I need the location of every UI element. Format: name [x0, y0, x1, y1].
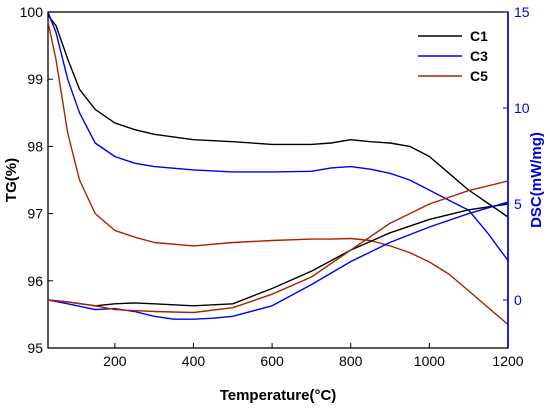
right-axis-title: DSC(mW/mg)	[528, 132, 545, 228]
left-tick-label: 99	[27, 71, 43, 87]
series-line-c5-tg	[47, 21, 509, 326]
left-axis-title: TG(%)	[3, 158, 20, 202]
series-line-c3-tg	[47, 11, 509, 262]
right-axis-ticks: 0 5 10 15	[503, 4, 530, 348]
x-tick-label: 1200	[492, 353, 523, 369]
series-line-c1-dsc	[47, 203, 509, 307]
right-tick-label: 0	[514, 292, 522, 308]
legend: C1 C3 C5	[418, 28, 488, 84]
left-tick-label: 95	[27, 340, 43, 356]
x-tick-label: 600	[260, 353, 284, 369]
x-tick-label: 400	[182, 353, 206, 369]
x-axis-title: Temperature(°C)	[220, 387, 337, 404]
left-axis-ticks: 95 96 97 98 99 100	[20, 4, 53, 356]
right-tick-label: 15	[514, 4, 530, 20]
x-axis-ticks: 200 400 600 800 1000 1200	[103, 343, 524, 369]
left-tick-label: 97	[27, 206, 43, 222]
series-line-c3-dsc	[47, 201, 509, 320]
legend-label-c5: C5	[470, 68, 488, 84]
series-line-c5-dsc	[47, 180, 509, 314]
series-line-c1-tg	[47, 14, 509, 218]
x-tick-label: 800	[339, 353, 363, 369]
x-tick-label: 200	[103, 353, 127, 369]
right-tick-label: 10	[514, 100, 530, 116]
plot-frame	[47, 11, 509, 349]
x-tick-label: 1000	[414, 353, 445, 369]
left-tick-label: 98	[27, 138, 43, 154]
right-tick-label: 5	[514, 196, 522, 212]
legend-label-c1: C1	[470, 28, 488, 44]
left-tick-label: 96	[27, 273, 43, 289]
series-layer	[47, 11, 509, 326]
legend-label-c3: C3	[470, 48, 488, 64]
left-tick-label: 100	[20, 4, 44, 20]
